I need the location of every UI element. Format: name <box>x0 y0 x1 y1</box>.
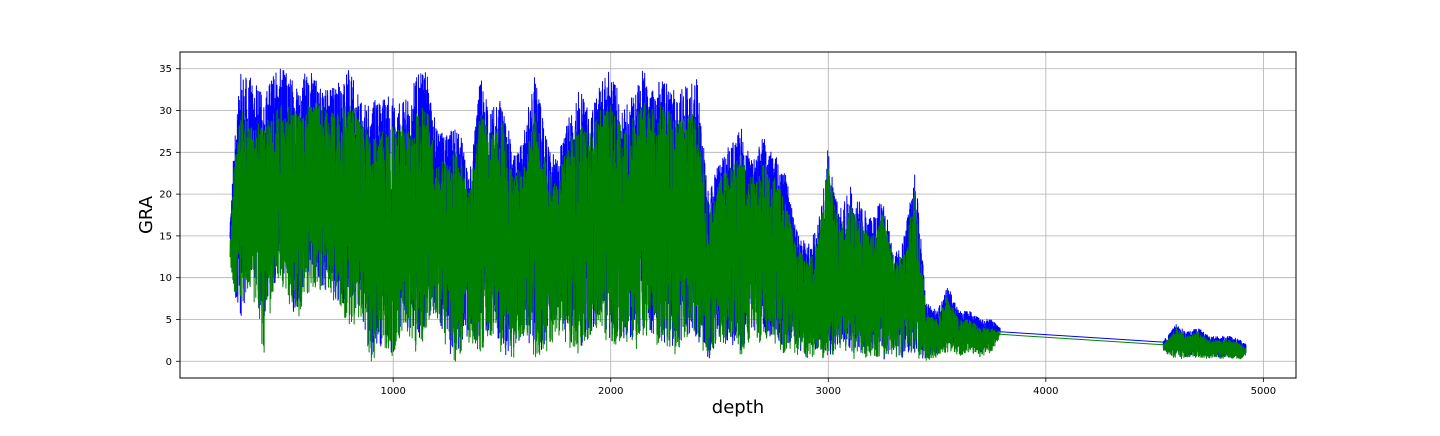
x-tick-label: 3000 <box>816 386 841 397</box>
y-tick-label: 5 <box>166 315 172 326</box>
y-tick-label: 0 <box>166 357 172 368</box>
x-tick-label: 1000 <box>380 386 405 397</box>
y-tick-label: 10 <box>159 273 172 284</box>
x-tick-label: 5000 <box>1251 386 1276 397</box>
y-tick-label: 30 <box>159 106 172 117</box>
y-tick-label: 25 <box>159 148 172 159</box>
series-layer <box>229 68 1247 362</box>
ticks: 1000 2000 3000 4000 5000 0 5 10 15 20 25 30 35 <box>159 64 1276 397</box>
y-tick-label: 15 <box>159 231 172 242</box>
x-tick-label: 4000 <box>1033 386 1058 397</box>
plot-frame <box>179 51 1297 379</box>
x-axis-label: depth <box>712 397 764 418</box>
y-axis-label: GRA <box>136 195 157 234</box>
y-tick-label: 35 <box>159 64 172 75</box>
series-green-line <box>229 102 1247 362</box>
y-tick-label: 20 <box>159 190 172 201</box>
x-tick-label: 2000 <box>598 386 623 397</box>
